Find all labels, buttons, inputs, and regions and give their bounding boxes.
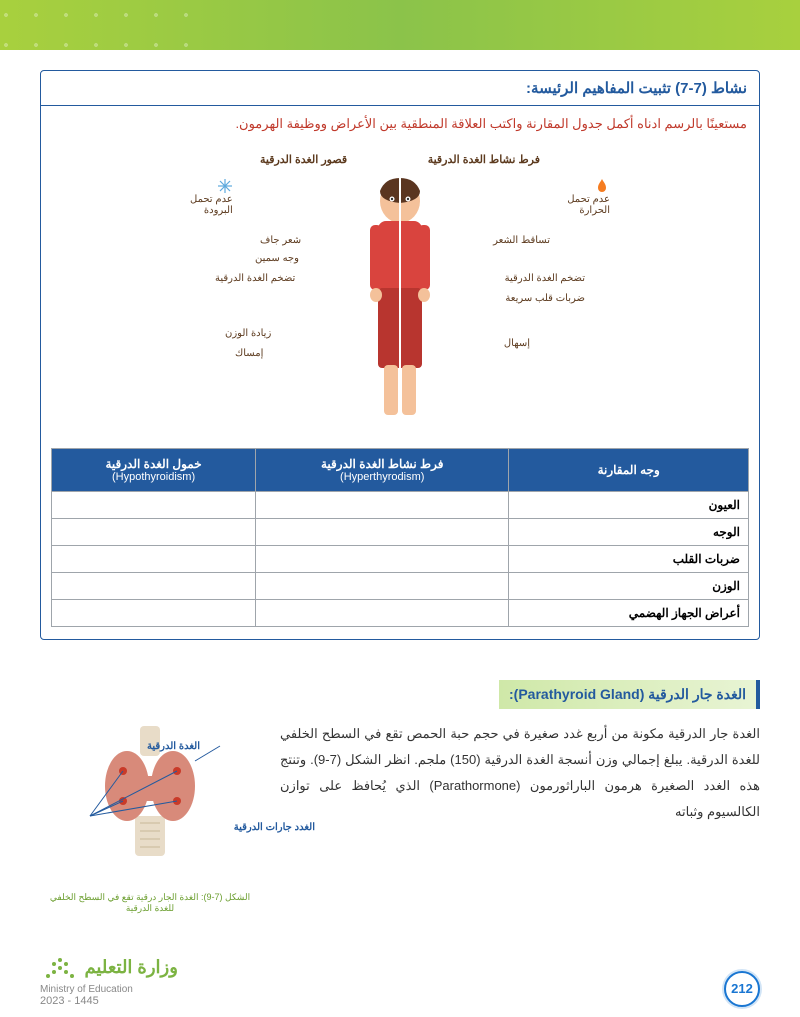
activity-box: نشاط (7-7) تثبيت المفاهيم الرئيسة: مستعي…	[40, 70, 760, 640]
ministry-en: Ministry of Education	[40, 984, 178, 995]
fire-icon	[594, 178, 610, 194]
table-row: الوزن	[52, 572, 749, 599]
thyroid-label: الغدة الدرقية	[0, 741, 200, 752]
section-title: الغدة جار الدرقية (Parathyroid Gland):	[499, 680, 760, 709]
table-row: العيون	[52, 491, 749, 518]
hyper-title: فرط نشاط الغدة الدرقية	[428, 153, 540, 166]
page-number: 212	[724, 971, 760, 1007]
ministry-ar: وزارة التعليم	[84, 957, 177, 977]
symptom-fatface: وجه سمين	[255, 253, 299, 264]
content-row: الغدة جار الدرقية مكونة من أربع غدد صغير…	[40, 721, 760, 914]
symptom-diarrhea: إسهال	[504, 338, 530, 349]
symptom-goiter-h: تضخم الغدة الدرقية	[505, 273, 585, 284]
top-banner	[0, 0, 800, 50]
th-hypo: خمول الغدة الدرقية(Hypothyroidism)	[52, 448, 256, 491]
parathyroid-label: الغدد جارات الدرقية	[95, 822, 315, 833]
ministry-logo-icon	[40, 954, 80, 984]
symptom-weight: زيادة الوزن	[225, 328, 271, 339]
comparison-table: وجه المقارنة فرط نشاط الغدة الدرقية(Hype…	[51, 448, 749, 627]
th-aspect: وجه المقارنة	[509, 448, 749, 491]
page-footer: 212 وزارة التعليم Ministry of Education …	[0, 934, 800, 1017]
ministry-block: وزارة التعليم Ministry of Education 2023…	[40, 954, 178, 1007]
table-row: أعراض الجهاز الهضمي	[52, 599, 749, 626]
symptom-goiter-l: تضخم الغدة الدرقية	[215, 273, 295, 284]
hypo-title: قصور الغدة الدرقية	[260, 153, 347, 166]
body-illustration	[330, 173, 470, 423]
fig-caption: الشكل (7-9): الغدة الجار درقية تقع في ال…	[40, 892, 260, 914]
activity-title: نشاط (7-7) تثبيت المفاهيم الرئيسة:	[41, 71, 759, 106]
activity-instruction: مستعينًا بالرسم ادناه أكمل جدول المقارنة…	[41, 106, 759, 143]
th-hyper: فرط نشاط الغدة الدرقية(Hyperthyrodism)	[256, 448, 509, 491]
symptom-fastheart: ضربات قلب سريعة	[505, 293, 585, 304]
symptom-dryhair: شعر جاف	[260, 235, 301, 246]
ministry-year: 2023 - 1445	[40, 995, 178, 1007]
symptom-cold: عدم تحمل البرودة	[190, 178, 233, 216]
snowflake-icon	[217, 178, 233, 194]
body-text: الغدة جار الدرقية مكونة من أربع غدد صغير…	[280, 721, 760, 825]
table-row: ضربات القلب	[52, 545, 749, 572]
page-content: نشاط (7-7) تثبيت المفاهيم الرئيسة: مستعي…	[0, 50, 800, 934]
symptom-constipation: إمساك	[235, 348, 263, 359]
table-row: الوجه	[52, 518, 749, 545]
figure-parathyroid: الغدة الدرقية الغدد جارات الدرقية الشكل …	[40, 721, 260, 914]
comparison-figure: فرط نشاط الغدة الدرقية قصور الغدة الدرقي…	[41, 143, 759, 448]
symptom-heat: عدم تحمل الحرارة	[567, 178, 610, 216]
symptom-hairloss: تساقط الشعر	[493, 235, 550, 246]
